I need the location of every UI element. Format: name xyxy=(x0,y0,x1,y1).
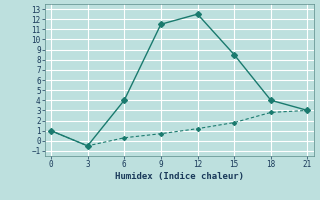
X-axis label: Humidex (Indice chaleur): Humidex (Indice chaleur) xyxy=(115,172,244,181)
